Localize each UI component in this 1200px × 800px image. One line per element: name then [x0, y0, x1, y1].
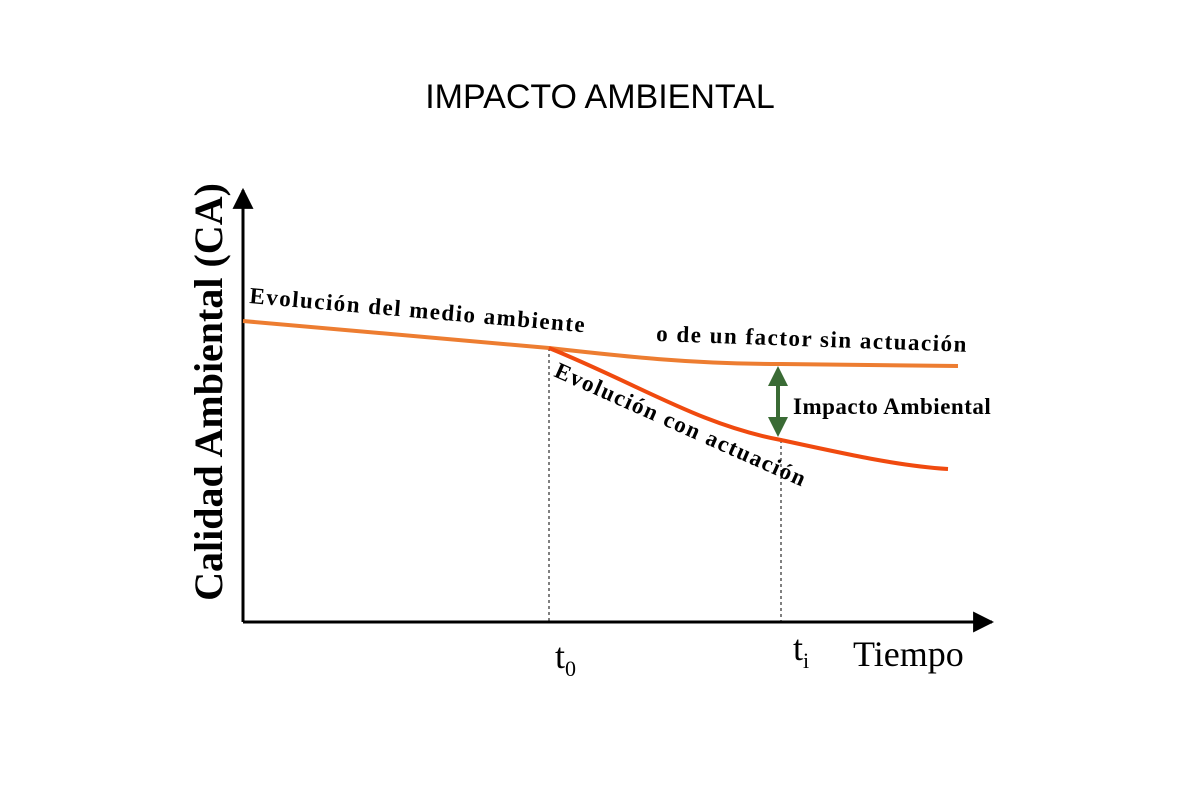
curve-with-action: [548, 346, 949, 471]
curve-without-action-label-part2: o de un factor sin actuación: [656, 321, 969, 357]
tick-label-ti: ti: [793, 628, 809, 673]
tick-ti-sub: i: [803, 648, 809, 673]
curve-with-action-label: Evolución con actuación: [551, 358, 811, 492]
tick-ti-base: t: [793, 628, 803, 668]
page-title: IMPACTO AMBIENTAL: [425, 78, 775, 116]
x-axis-label: Tiempo: [853, 634, 964, 674]
curve-without-action-label-part1: Evolución del medio ambiente: [249, 283, 588, 337]
impact-label: Impacto Ambiental: [793, 394, 991, 419]
y-axis-label: Calidad Ambiental (CA): [186, 183, 231, 601]
curve-without-action: [242, 319, 959, 368]
tick-label-t0: t0: [555, 636, 576, 681]
tick-t0-sub: 0: [565, 656, 576, 681]
tick-t0-base: t: [555, 636, 565, 676]
